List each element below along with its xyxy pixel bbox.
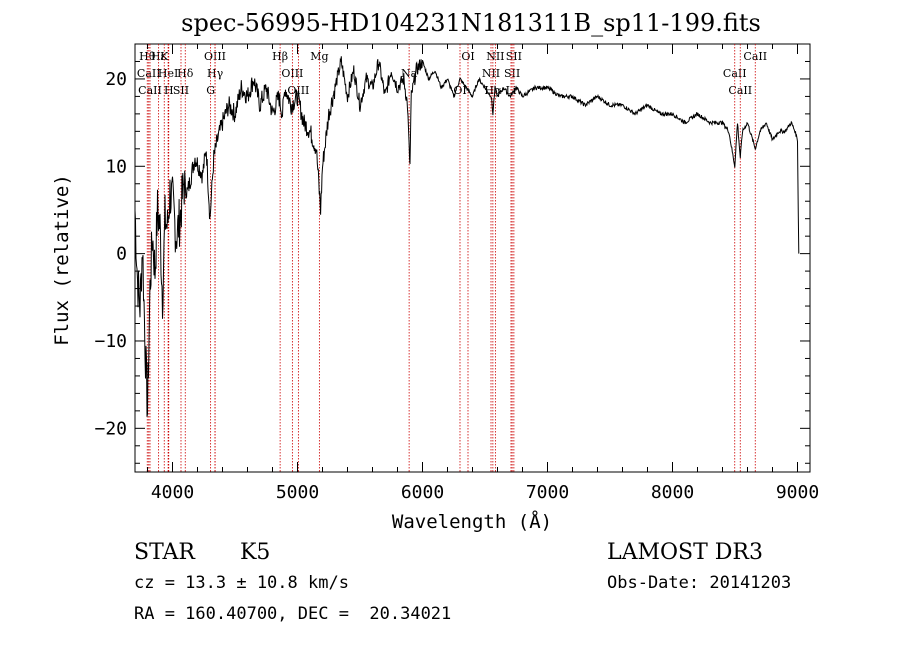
line-label: CaII bbox=[723, 67, 747, 80]
y-tick-label: 10 bbox=[105, 156, 127, 177]
x-tick-label: 7000 bbox=[526, 482, 569, 503]
x-axis-label: Wavelength (Å) bbox=[392, 510, 552, 533]
velocity-text: cz = 13.3 ± 10.8 km/s bbox=[134, 573, 349, 593]
y-tick-label: −10 bbox=[94, 331, 127, 352]
marker-lines bbox=[146, 44, 756, 472]
x-tick-label: 9000 bbox=[776, 482, 819, 503]
spectrum-line bbox=[134, 56, 800, 417]
line-label: Hγ bbox=[207, 67, 224, 80]
x-tick-label: 6000 bbox=[401, 482, 444, 503]
obs-date-text: Obs-Date: 20141203 bbox=[607, 573, 792, 593]
radec-text: RA = 160.40700, DEC = 20.34021 bbox=[134, 604, 452, 624]
chart-title: spec-56995-HD104231N181311B_sp11-199.fit… bbox=[181, 9, 761, 37]
spectrum bbox=[134, 56, 800, 417]
x-tick-label: 8000 bbox=[651, 482, 694, 503]
line-label: SII bbox=[504, 67, 520, 80]
line-label: NII bbox=[482, 67, 500, 80]
y-tick-label: 20 bbox=[105, 69, 127, 90]
line-label: OIII bbox=[281, 67, 303, 80]
y-axis-label: Flux (relative) bbox=[51, 174, 73, 346]
line-label: Na bbox=[401, 67, 418, 80]
y-tick-label: −20 bbox=[94, 418, 127, 439]
object-subclass: K5 bbox=[240, 540, 271, 565]
line-label: HeI bbox=[158, 67, 178, 80]
x-tick-label: 4000 bbox=[151, 482, 194, 503]
line-label: CaII bbox=[137, 67, 161, 80]
y-tick-label: 0 bbox=[116, 244, 127, 265]
object-class: STAR bbox=[134, 540, 195, 565]
survey-name: LAMOST DR3 bbox=[607, 540, 763, 565]
line-label: Hδ bbox=[177, 67, 194, 80]
axes: 4000 5000 6000 7000 8000 9000 −20 −10 0 10 20 bbox=[94, 43, 819, 503]
x-tick-label: 5000 bbox=[276, 482, 319, 503]
